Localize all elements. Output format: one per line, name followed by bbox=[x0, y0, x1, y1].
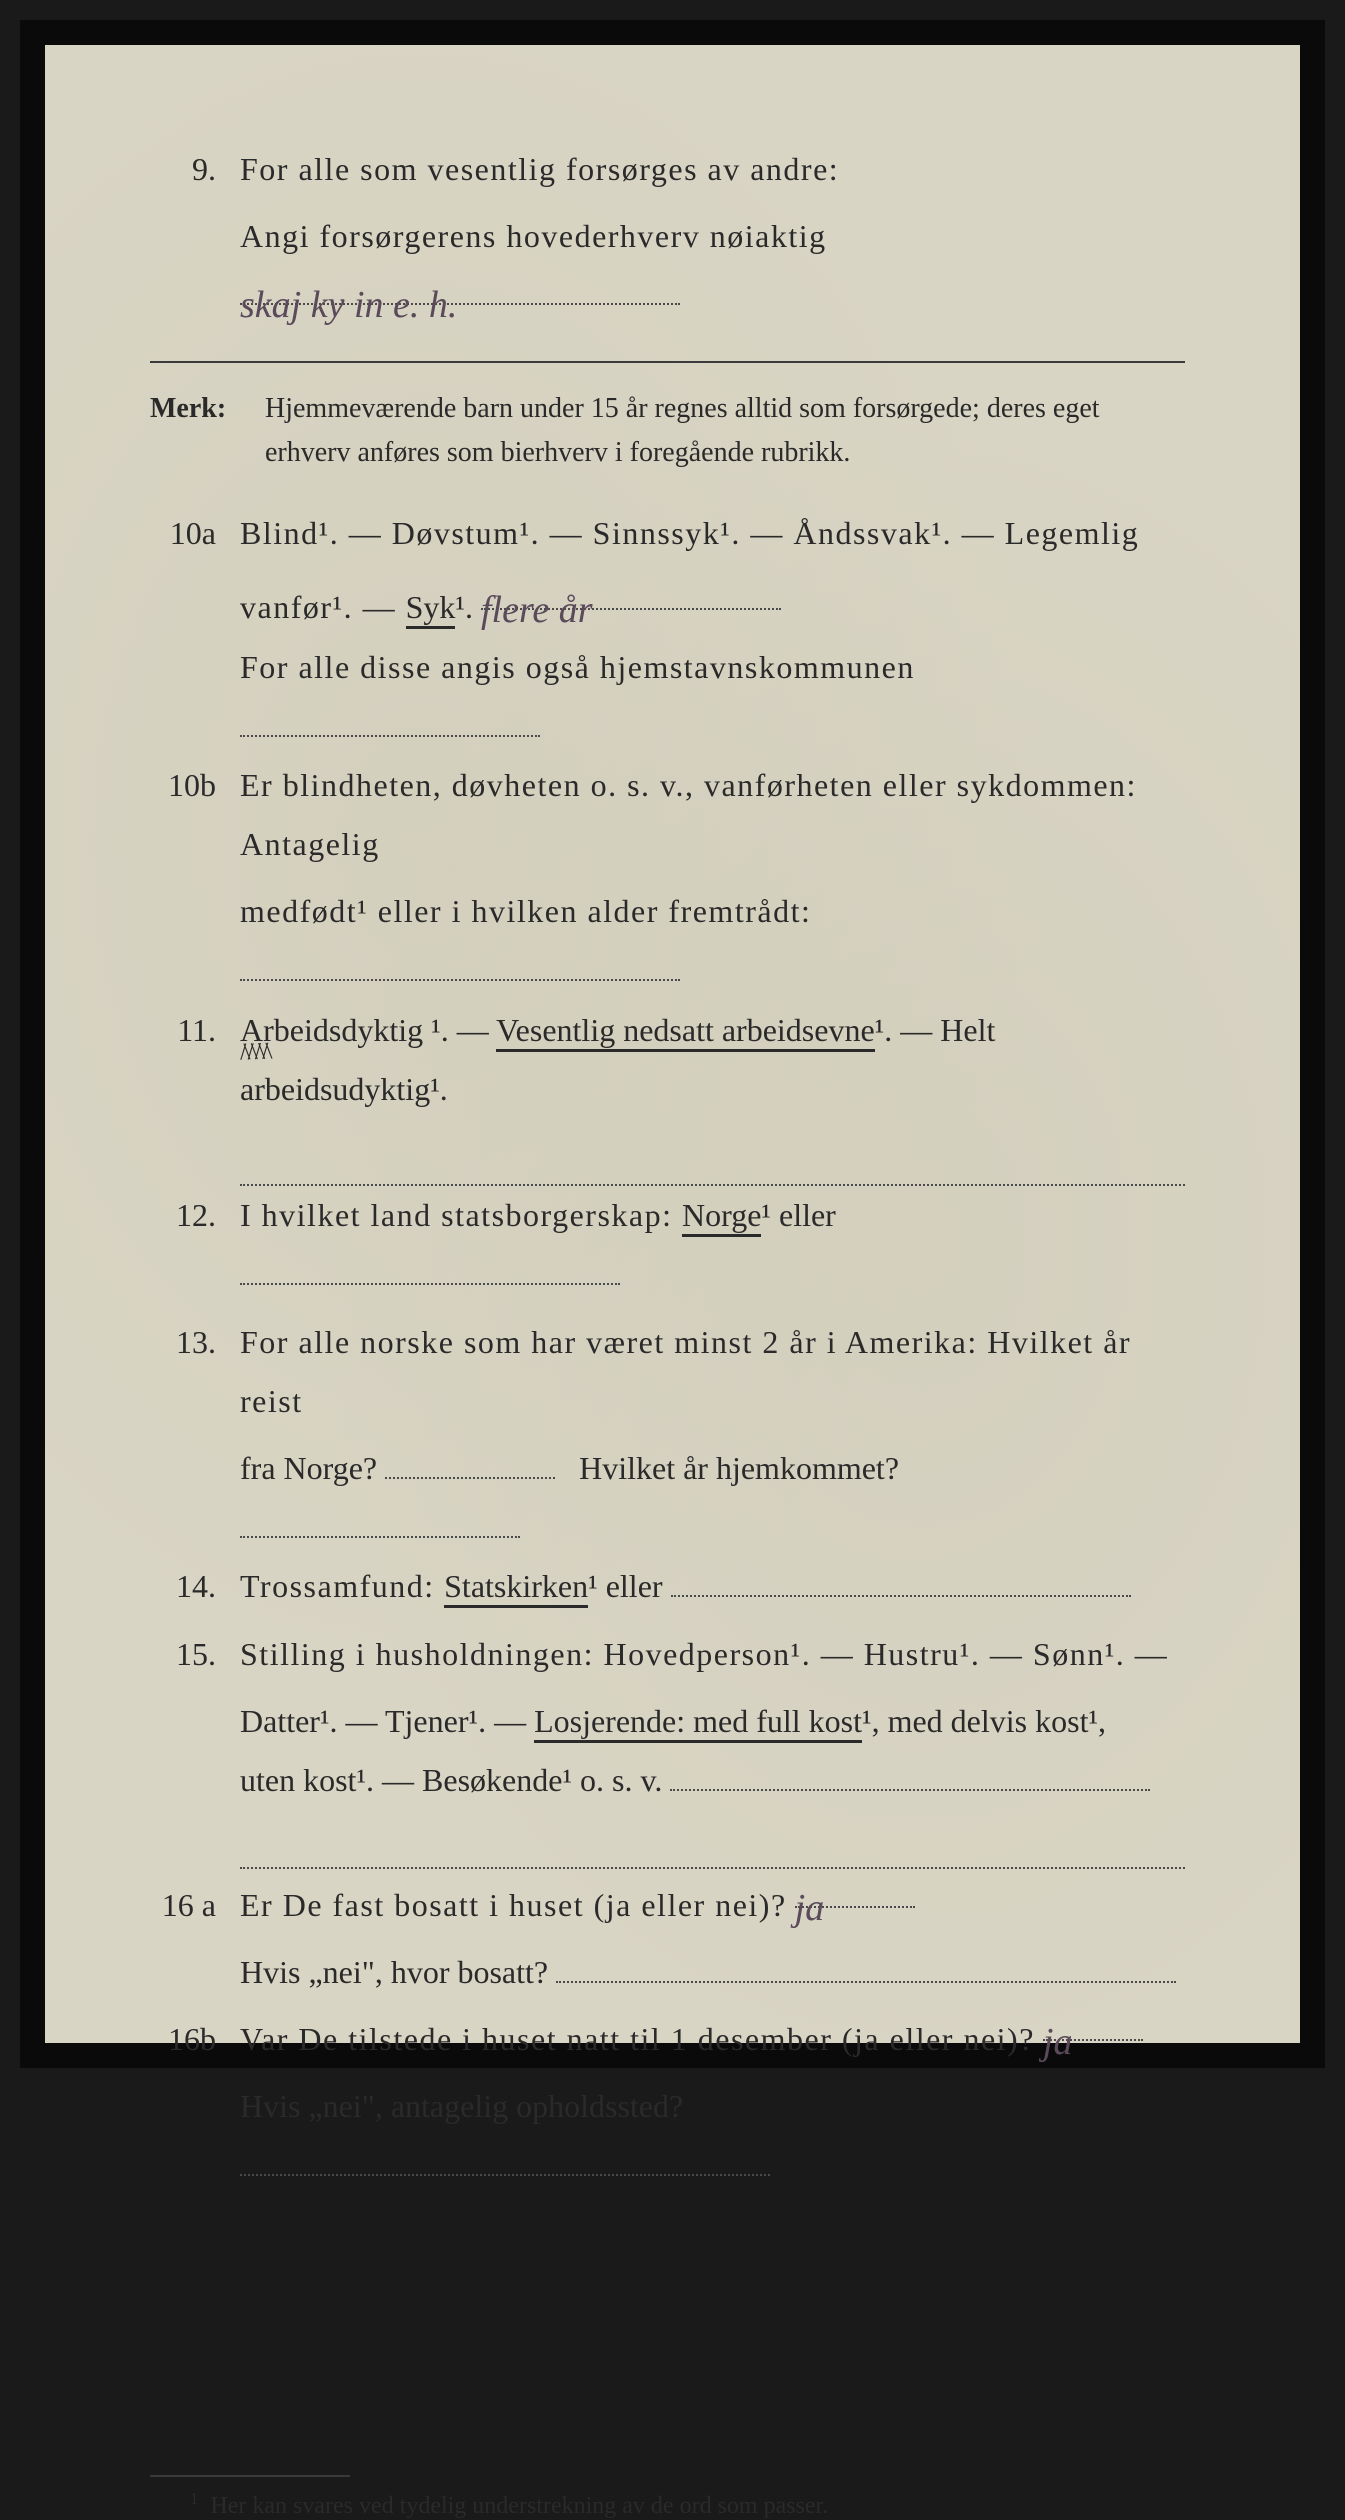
q16a-text: Er De fast bosatt i huset (ja eller nei)… bbox=[240, 1869, 1185, 1935]
q14-after: ¹ eller bbox=[588, 1568, 662, 1604]
q12-norge: Norge bbox=[682, 1197, 761, 1237]
merk-text: Hjemmeværende barn under 15 år regnes al… bbox=[265, 387, 1185, 477]
q11-text: Arbeidsdyktig /\/\/\/\ ¹. — Vesentlig ne… bbox=[240, 1001, 1185, 1119]
q13-line2a: fra Norge? bbox=[240, 1450, 377, 1486]
q10a-syk-sup: ¹. bbox=[455, 589, 473, 625]
q12-fill bbox=[240, 1247, 620, 1285]
q10a-line1: Blind¹. — Døvstum¹. — Sinnssyk¹. — Åndss… bbox=[240, 504, 1185, 563]
q16a-line2-row: Hvis „nei", hvor bosatt? bbox=[240, 1943, 1185, 2002]
q13-number: 13. bbox=[150, 1313, 240, 1372]
q11-fill bbox=[240, 1127, 1185, 1186]
q15-line1: Stilling i husholdningen: Hovedperson¹. … bbox=[240, 1625, 1185, 1684]
q9-fill-line: skaj ky in e. h. bbox=[240, 266, 680, 304]
q13-fill1 bbox=[385, 1441, 555, 1479]
q15-line3: uten kost¹. — Besøkende¹ o. s. v. bbox=[240, 1762, 662, 1798]
divider-1 bbox=[150, 361, 1185, 363]
q16b-fill: ja bbox=[1043, 2003, 1143, 2041]
q16b-line1: Var De tilstede i huset natt til 1 desem… bbox=[240, 2021, 1035, 2057]
q10b-number: 10b bbox=[150, 756, 240, 815]
q10b-line2-row: medfødt¹ eller i hvilken alder fremtrådt… bbox=[240, 882, 1185, 1000]
q14-before: Trossamfund: bbox=[240, 1568, 444, 1604]
merk-label: Merk: bbox=[150, 387, 265, 432]
q15-line2-before: Datter¹. — Tjener¹. — bbox=[240, 1703, 534, 1739]
q15-number: 15. bbox=[150, 1625, 240, 1684]
q16a-fill2 bbox=[556, 1945, 1176, 1983]
q11-opt2: Vesentlig nedsatt arbeidsevne bbox=[496, 1012, 875, 1052]
q16b-line2-row: Hvis „nei", antagelig opholdssted? bbox=[240, 2077, 1185, 2195]
q13-line1: For alle norske som har været minst 2 år… bbox=[240, 1313, 1185, 1431]
q16a-number: 16 a bbox=[150, 1876, 240, 1935]
q10a-number: 10a bbox=[150, 504, 240, 563]
q10a-line2: vanfør¹. — Syk¹. flere år bbox=[240, 571, 1185, 637]
q9-line2: Angi forsørgerens hovederhverv nøiaktig … bbox=[240, 207, 1185, 332]
q12-number: 12. bbox=[150, 1186, 240, 1245]
q10a-prefix: vanfør¹. — bbox=[240, 589, 406, 625]
q10a-fill: flere år bbox=[481, 571, 781, 609]
q15-fill1 bbox=[670, 1753, 1150, 1791]
question-12: 12. I hvilket land statsborgerskap: Norg… bbox=[150, 1186, 1185, 1304]
q16a-handwritten: ja bbox=[795, 1887, 825, 1929]
q14-underlined: Statskirken bbox=[444, 1568, 588, 1608]
q11-number: 11. bbox=[150, 1001, 240, 1060]
question-10b: 10b Er blindheten, døvheten o. s. v., va… bbox=[150, 756, 1185, 874]
census-form-page: 9. For alle som vesentlig forsørges av a… bbox=[20, 20, 1325, 2068]
q15-line2: Datter¹. — Tjener¹. — Losjerende: med fu… bbox=[240, 1692, 1185, 1751]
q15-line2-underlined: Losjerende: med full kost bbox=[534, 1703, 862, 1743]
q16a-line2: Hvis „nei", hvor bosatt? bbox=[240, 1954, 548, 1990]
q15-fill2 bbox=[240, 1810, 1185, 1869]
q10a-line3: For alle disse angis også hjemstavnskomm… bbox=[240, 649, 915, 685]
q10a-syk-underlined: Syk bbox=[406, 589, 456, 629]
q15-line3-row: uten kost¹. — Besøkende¹ o. s. v. bbox=[240, 1751, 1185, 1810]
q12-text: I hvilket land statsborgerskap: Norge¹ e… bbox=[240, 1186, 1185, 1304]
q13-fill2 bbox=[240, 1500, 520, 1538]
q9-number: 9. bbox=[150, 140, 240, 199]
q15-line2-after: ¹, med delvis kost¹, bbox=[862, 1703, 1106, 1739]
q16b-number: 16b bbox=[150, 2010, 240, 2069]
q9-handwritten: skaj ky in e. h. bbox=[240, 284, 457, 326]
q11-blank-line bbox=[240, 1127, 1185, 1186]
q11-opt1-wrap: Arbeidsdyktig /\/\/\/\ bbox=[240, 1012, 431, 1048]
footnote-rule bbox=[150, 2475, 350, 2477]
footnote: 1 Her kan svares ved tydelig understrekn… bbox=[190, 2489, 1185, 2520]
merk-note: Merk: Hjemmeværende barn under 15 år reg… bbox=[150, 387, 1185, 477]
q11-sep1: ¹. — bbox=[431, 1012, 496, 1048]
q10b-line1: Er blindheten, døvheten o. s. v., vanfør… bbox=[240, 756, 1185, 874]
q10b-fill bbox=[240, 943, 680, 981]
footnote-text: Her kan svares ved tydelig understreknin… bbox=[210, 2493, 828, 2519]
question-9: 9. For alle som vesentlig forsørges av a… bbox=[150, 140, 1185, 199]
q13-line2b: Hvilket år hjemkommet? bbox=[579, 1450, 899, 1486]
q12-after: ¹ eller bbox=[761, 1197, 835, 1233]
q16b-fill2 bbox=[240, 2138, 770, 2176]
q10a-handwritten: flere år bbox=[481, 589, 593, 631]
q9-label: Angi forsørgerens hovederhverv nøiaktig bbox=[240, 218, 827, 254]
q14-text: Trossamfund: Statskirken¹ eller bbox=[240, 1557, 1185, 1616]
question-11: 11. Arbeidsdyktig /\/\/\/\ ¹. — Vesentli… bbox=[150, 1001, 1185, 1119]
q16a-line1: Er De fast bosatt i huset (ja eller nei)… bbox=[240, 1887, 787, 1923]
q10b-line2: medfødt¹ eller i hvilken alder fremtrådt… bbox=[240, 893, 811, 929]
q9-line1: For alle som vesentlig forsørges av andr… bbox=[240, 140, 1185, 199]
q16b-handwritten: ja bbox=[1043, 2021, 1073, 2063]
question-15: 15. Stilling i husholdningen: Hovedperso… bbox=[150, 1625, 1185, 1684]
q16b-line2: Hvis „nei", antagelig opholdssted? bbox=[240, 2088, 683, 2124]
q14-fill bbox=[671, 1559, 1131, 1597]
q12-before: I hvilket land statsborgerskap: bbox=[240, 1197, 682, 1233]
question-14: 14. Trossamfund: Statskirken¹ eller bbox=[150, 1557, 1185, 1616]
footnote-sup: 1 bbox=[190, 2489, 198, 2508]
q13-line2: fra Norge? Hvilket år hjemkommet? bbox=[240, 1439, 1185, 1557]
question-16b: 16b Var De tilstede i huset natt til 1 d… bbox=[150, 2003, 1185, 2069]
q15-blank bbox=[240, 1810, 1185, 1869]
q16b-text: Var De tilstede i huset natt til 1 desem… bbox=[240, 2003, 1185, 2069]
q16a-fill: ja bbox=[795, 1869, 915, 1907]
q10a-fill2 bbox=[240, 698, 540, 736]
q14-number: 14. bbox=[150, 1557, 240, 1616]
q11-scribble: /\/\/\/\ bbox=[239, 1029, 270, 1074]
q10a-line3-row: For alle disse angis også hjemstavnskomm… bbox=[240, 638, 1185, 756]
question-13: 13. For alle norske som har været minst … bbox=[150, 1313, 1185, 1431]
question-10a: 10a Blind¹. — Døvstum¹. — Sinnssyk¹. — Å… bbox=[150, 504, 1185, 563]
question-16a: 16 a Er De fast bosatt i huset (ja eller… bbox=[150, 1869, 1185, 1935]
